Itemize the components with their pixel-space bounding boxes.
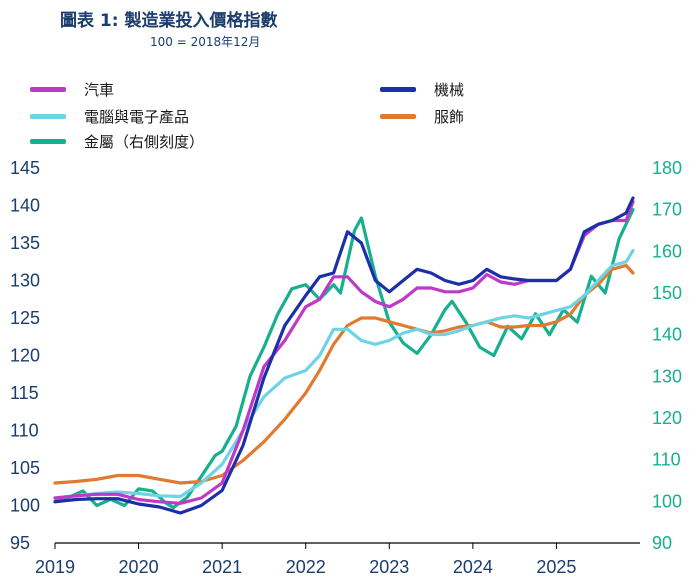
y-right-tick-label: 150 <box>652 283 682 303</box>
series-line-3 <box>53 196 635 515</box>
legend-item-apparel: 服飾 <box>380 106 464 126</box>
chart-subtitle: 100 = 2018年12月 <box>150 35 261 49</box>
y-left-tick-label: 105 <box>10 458 40 478</box>
legend-label-metals: 金屬（右側刻度） <box>84 132 205 151</box>
y-right-tick-label: 170 <box>652 200 682 220</box>
y-right-tick-label: 140 <box>652 325 682 345</box>
legend-swatch-metals <box>30 138 66 144</box>
y-right-tick-label: 110 <box>652 450 681 470</box>
y-right-tick-label: 130 <box>652 366 682 386</box>
legend-item-metals: 金屬（右側刻度） <box>30 131 204 151</box>
x-tick-label: 2022 <box>286 557 326 577</box>
y-left-tick-label: 135 <box>10 233 40 253</box>
y-left-tick-label: 100 <box>10 496 40 516</box>
legend-label-auto: 汽車 <box>84 80 115 99</box>
y-right-tick-label: 160 <box>652 241 682 261</box>
legend-label-electronics: 電腦與電子產品 <box>84 107 190 126</box>
legend-swatch-machinery <box>380 86 416 92</box>
legend-item-machinery: 機械 <box>380 79 464 99</box>
y-right-tick-label: 90 <box>652 533 672 553</box>
series-line-4 <box>53 263 635 485</box>
y-left-tick-label: 145 <box>10 158 40 178</box>
y-left-tick-label: 140 <box>10 196 40 216</box>
legend-swatch-auto <box>30 86 66 92</box>
legend-swatch-electronics <box>30 113 66 119</box>
y-left-tick-label: 120 <box>10 346 40 366</box>
legend-swatch-apparel <box>380 113 416 119</box>
x-tick-label: 2025 <box>536 557 576 577</box>
y-right-tick-label: 100 <box>652 491 682 511</box>
legend-item-auto: 汽車 <box>30 79 114 99</box>
y-left-tick-label: 115 <box>10 383 39 403</box>
y-left-tick-label: 95 <box>10 533 30 553</box>
chart-title: 圖表 1: 製造業投入價格指數 <box>60 11 278 31</box>
y-left-tick-label: 130 <box>10 271 40 291</box>
x-tick-label: 2020 <box>119 557 159 577</box>
series-line-1 <box>53 248 635 500</box>
x-tick-label: 2023 <box>369 557 409 577</box>
y-right-tick-label: 180 <box>652 158 682 178</box>
y-left-tick-label: 110 <box>10 421 39 441</box>
y-right-tick-label: 120 <box>652 408 682 428</box>
x-tick-label: 2021 <box>202 557 242 577</box>
series-line-2 <box>53 208 635 510</box>
legend-label-apparel: 服飾 <box>434 107 465 126</box>
y-left-tick-label: 125 <box>10 308 40 328</box>
legend-label-machinery: 機械 <box>434 80 465 99</box>
x-tick-label: 2019 <box>35 557 75 577</box>
legend-item-electronics: 電腦與電子產品 <box>30 106 189 126</box>
x-tick-label: 2024 <box>453 557 493 577</box>
